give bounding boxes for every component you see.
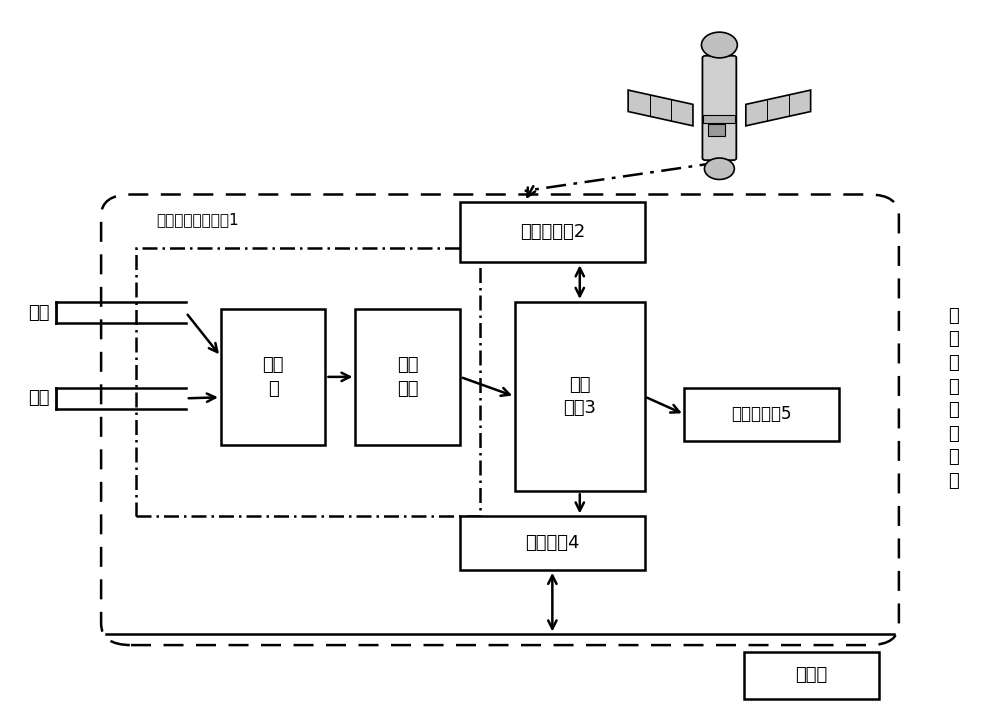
Text: 电压: 电压 xyxy=(29,304,50,322)
Text: 通讯模块4: 通讯模块4 xyxy=(525,534,580,552)
Text: 以太网: 以太网 xyxy=(796,666,828,684)
Text: 电流电压输入模块1: 电流电压输入模块1 xyxy=(156,212,239,227)
Polygon shape xyxy=(628,90,693,126)
FancyBboxPatch shape xyxy=(460,202,645,263)
Text: 存储器模块5: 存储器模块5 xyxy=(732,406,792,424)
Text: 模数
转换: 模数 转换 xyxy=(397,356,419,398)
FancyBboxPatch shape xyxy=(460,516,645,570)
Circle shape xyxy=(704,158,734,180)
FancyBboxPatch shape xyxy=(355,309,460,445)
FancyBboxPatch shape xyxy=(515,302,645,491)
FancyBboxPatch shape xyxy=(101,195,899,645)
FancyBboxPatch shape xyxy=(744,652,879,699)
Text: 卫星接收机2: 卫星接收机2 xyxy=(520,223,585,241)
Text: 电流: 电流 xyxy=(29,389,50,407)
FancyBboxPatch shape xyxy=(702,56,736,160)
Text: 滤波
器: 滤波 器 xyxy=(262,356,284,398)
FancyBboxPatch shape xyxy=(136,248,480,516)
FancyBboxPatch shape xyxy=(703,115,735,123)
FancyBboxPatch shape xyxy=(221,309,325,445)
Text: 同
步
相
量
测
量
装
置: 同 步 相 量 测 量 装 置 xyxy=(948,307,959,490)
FancyBboxPatch shape xyxy=(708,124,725,136)
FancyBboxPatch shape xyxy=(684,388,839,442)
Text: 计算
模块3: 计算 模块3 xyxy=(563,376,596,417)
Circle shape xyxy=(701,32,737,58)
Polygon shape xyxy=(746,90,811,126)
